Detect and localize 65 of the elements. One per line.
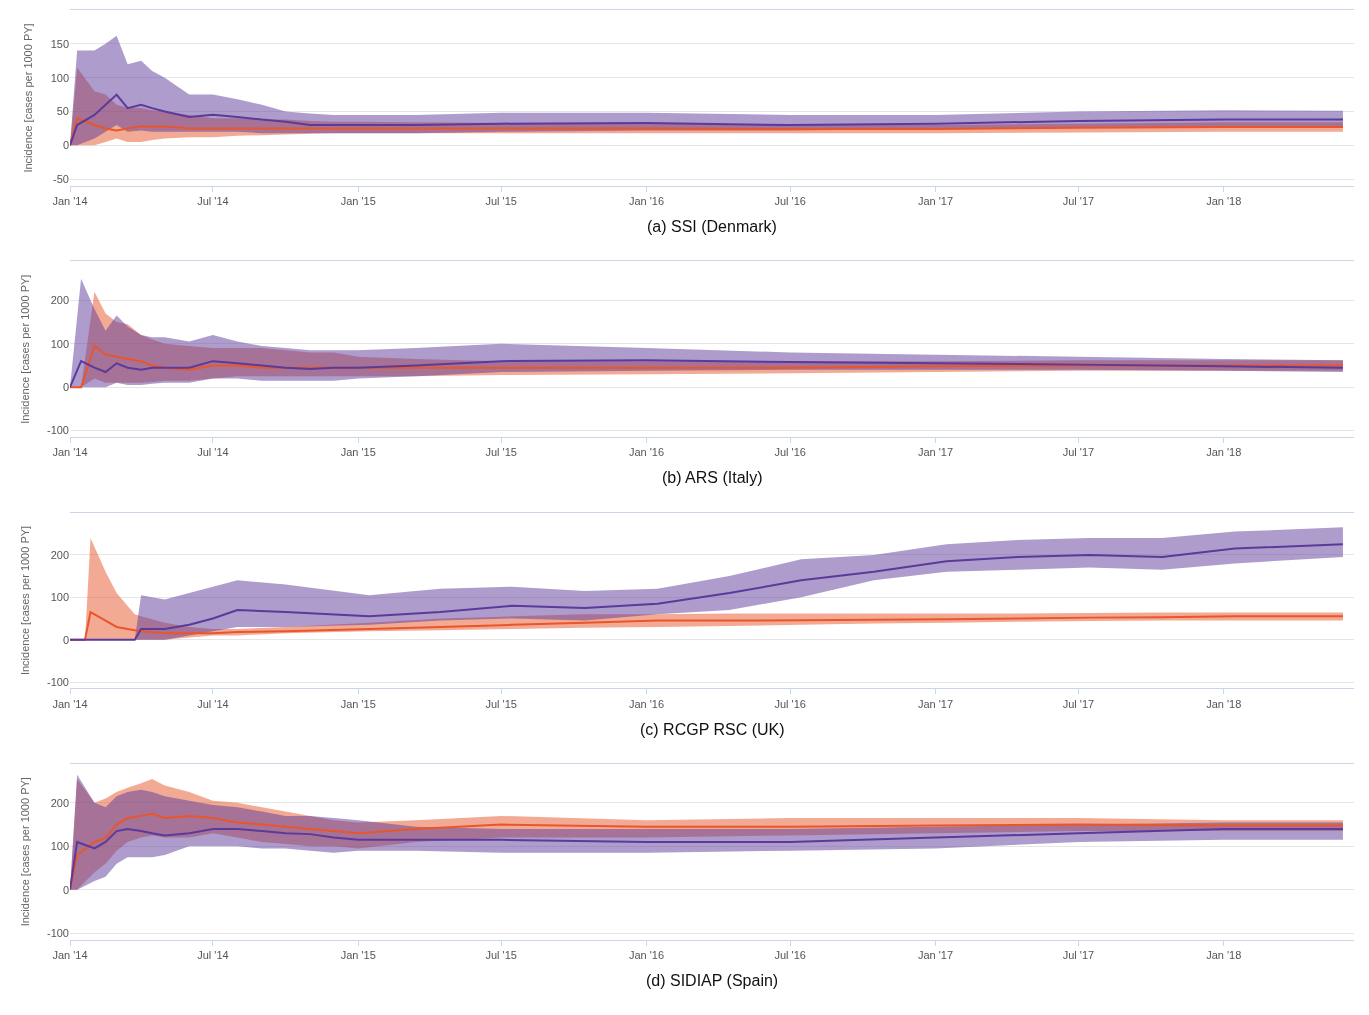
x-tick-label: Jul '15 — [485, 948, 517, 961]
y-tick-label: -100 — [46, 424, 69, 437]
x-tick-label: Jan '18 — [1206, 948, 1242, 961]
y-tick-label: 150 — [50, 37, 69, 50]
y-tick-label: 50 — [56, 105, 69, 118]
text: (c) RCGP RSC (UK) — [640, 721, 785, 738]
x-tick-label: Jul '17 — [1062, 697, 1095, 710]
x-tick-label: Jul '15 — [485, 697, 517, 710]
y-axis-title: Incidence [cases per 1000 PY] — [22, 23, 35, 173]
x-tick-label: Jan '15 — [340, 446, 376, 459]
y-tick-label: 0 — [62, 381, 69, 394]
x-tick-label: Jul '15 — [485, 446, 517, 459]
x-tick-label: Jan '16 — [628, 697, 665, 710]
y-tick-label: 200 — [50, 294, 69, 307]
y-tick-label: 0 — [62, 883, 69, 896]
x-tick-label: Jul '14 — [197, 948, 229, 961]
x-tick-label: Jan '17 — [917, 446, 954, 459]
y-axis-title: Incidence [cases per 1000 PY] — [18, 777, 31, 927]
y-tick-label: 200 — [50, 548, 69, 561]
y-tick-label: -100 — [46, 926, 69, 939]
line-series — [70, 344, 1344, 389]
x-tick-label: Jan '18 — [1206, 195, 1242, 208]
x-tick-label: Jan '18 — [1206, 446, 1242, 459]
text: (a) SSI (Denmark) — [647, 218, 777, 235]
y-tick-label: 200 — [50, 796, 69, 809]
x-tick-label: Jul '17 — [1062, 446, 1095, 459]
x-tick-label: Jan '15 — [340, 697, 376, 710]
x-tick-label: Jul '14 — [197, 697, 229, 710]
line-series — [70, 359, 1344, 389]
y-tick-label: 100 — [50, 591, 69, 604]
y-axis-title: Incidence [cases per 1000 PY] — [18, 274, 31, 424]
x-tick-label: Jan '14 — [52, 697, 88, 710]
line-series — [70, 93, 1344, 147]
x-tick-label: Jan '18 — [1206, 697, 1242, 710]
x-tick-label: Jan '17 — [917, 697, 954, 710]
x-tick-label: Jan '14 — [52, 195, 88, 208]
y-tick-label: -50 — [53, 172, 69, 185]
text: (d) SIDIAP (Spain) — [646, 972, 779, 989]
x-tick-label: Jan '14 — [52, 446, 88, 459]
text: (b) ARS (Italy) — [662, 469, 763, 486]
y-axis-title: Incidence [cases per 1000 PY] — [18, 525, 31, 676]
x-tick-label: Jan '16 — [628, 195, 665, 208]
line-series — [70, 827, 1344, 891]
x-tick-label: Jul '14 — [197, 195, 229, 208]
y-tick-label: 100 — [50, 71, 69, 84]
x-tick-label: Jul '16 — [774, 446, 806, 459]
y-tick-label: 100 — [50, 337, 69, 350]
y-tick-label: 0 — [62, 633, 69, 646]
x-tick-label: Jan '16 — [628, 446, 665, 459]
x-tick-label: Jan '14 — [52, 948, 88, 961]
x-tick-label: Jul '16 — [774, 195, 806, 208]
y-tick-label: -100 — [46, 675, 69, 688]
x-tick-label: Jan '15 — [340, 948, 376, 961]
x-tick-label: Jul '16 — [774, 697, 806, 710]
x-tick-label: Jan '17 — [917, 948, 954, 961]
x-tick-label: Jul '17 — [1062, 195, 1095, 208]
x-tick-label: Jan '16 — [628, 948, 665, 961]
x-tick-label: Jul '16 — [774, 948, 806, 961]
x-tick-label: Jan '17 — [917, 195, 954, 208]
x-tick-label: Jul '17 — [1062, 948, 1095, 961]
y-tick-label: 100 — [50, 840, 69, 853]
x-tick-label: Jul '15 — [485, 195, 517, 208]
x-tick-label: Jan '15 — [340, 195, 376, 208]
y-tick-label: 0 — [62, 139, 69, 152]
x-tick-label: Jul '14 — [197, 446, 229, 459]
